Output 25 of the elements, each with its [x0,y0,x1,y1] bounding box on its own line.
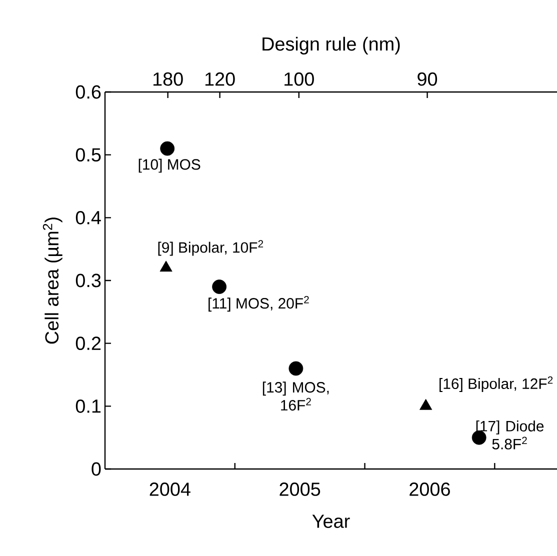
y-tick-label: 0.6 [76,85,101,99]
y-tick-label: 0.5 [76,148,101,162]
text: 90 [418,72,438,86]
annotation: [11] MOS, 20F$^{2}$ [208,296,309,312]
x-axis-title: Year [312,514,350,528]
x-tick-label: 2004 [150,482,190,496]
y-tick-label: 0 [92,462,101,476]
point [288,361,304,376]
point [212,280,227,294]
y-tick-label: 0.3 [76,274,101,288]
x2-axis-title: Design rule (nm) [262,36,400,54]
y-axis-title: Cell area (µm$^{2}$) [42,218,62,344]
x-tick-label: 2005 [280,482,320,496]
text: 100 [284,72,314,86]
x-tick-label: 2006 [410,482,450,496]
text: 120 [205,72,235,86]
annotation: [13] MOS, 16F$^{2}$ [262,382,329,411]
annotation: [16] Bipolar, 12F$^{2}$ [440,376,553,392]
y-tick-label: 0.2 [76,336,101,350]
text: 180 [153,72,183,86]
annotation: [9] Bipolar, 10F$^{2}$ [158,240,264,256]
y-tick-label: 0.4 [76,210,101,224]
point [160,141,175,156]
y-tick-label: 0.1 [76,399,101,413]
annotation: [10] MOS [138,158,200,173]
